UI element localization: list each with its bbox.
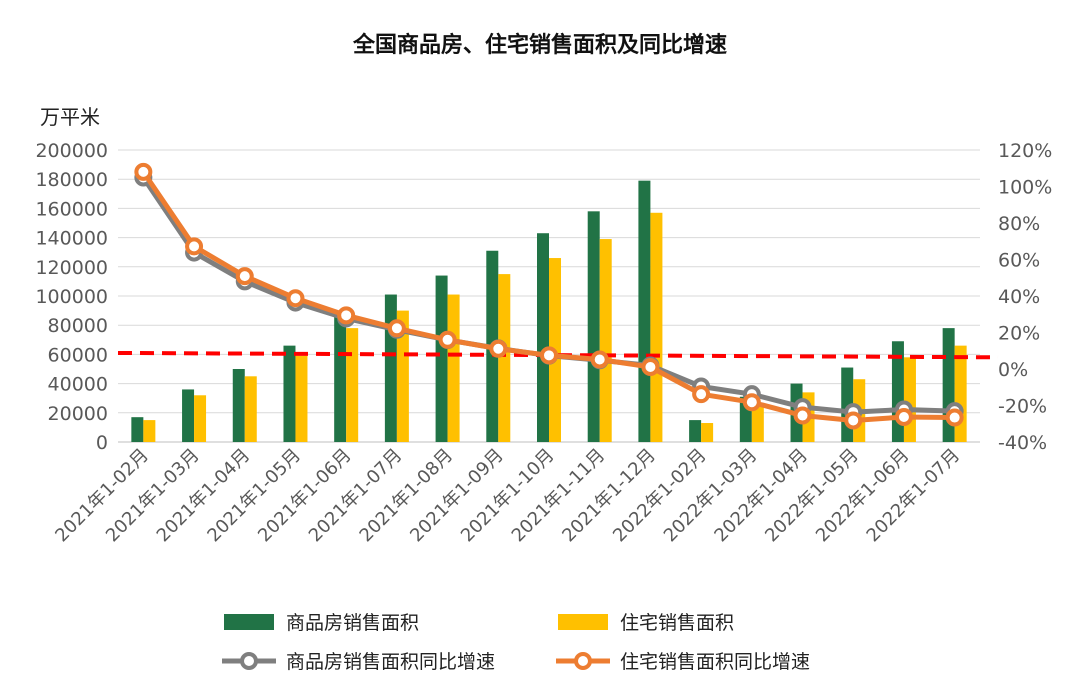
point-residential-growth (590, 350, 609, 369)
point-residential-growth (489, 339, 508, 358)
y-right-tick-label: 80% (998, 213, 1040, 235)
bar-residential (498, 274, 511, 442)
y-right-tick-label: -20% (998, 396, 1047, 418)
legend-label: 商品房销售面积同比增速 (286, 651, 495, 673)
y-right-tick-label: 60% (998, 250, 1040, 272)
y-left-tick-label: 140000 (35, 228, 108, 250)
y-left-tick-label: 160000 (35, 198, 108, 220)
bar-commercial-housing (638, 180, 651, 442)
bar-residential (903, 357, 916, 442)
y-left-tick-label: 40000 (48, 374, 108, 396)
bar-commercial-housing (334, 312, 347, 442)
point-residential-growth (844, 411, 863, 430)
bar-commercial-housing (537, 233, 549, 442)
point-residential-growth (793, 406, 812, 425)
bar-commercial-housing (182, 389, 195, 442)
y-axis-right: 120% 100% 80% 60% 40% 20% 0% -20% -40% (998, 140, 1052, 454)
bar-residential (650, 212, 663, 442)
y-left-tick-label: 100000 (35, 286, 108, 308)
bar-commercial-housing (689, 420, 702, 442)
y-right-tick-label: 0% (998, 359, 1028, 381)
y-left-tick-label: 180000 (35, 169, 108, 191)
bar-commercial-housing (283, 345, 296, 442)
bar-residential (346, 328, 359, 442)
point-residential-growth (894, 407, 913, 426)
legend-marker (574, 652, 592, 670)
y-left-tick-label: 0 (96, 432, 108, 454)
bar-residential (396, 310, 409, 442)
bar-residential (599, 239, 612, 442)
legend-label: 住宅销售面积 (620, 612, 734, 634)
bar-residential (143, 420, 156, 442)
bar-commercial-housing (131, 417, 144, 442)
y-right-tick-label: -40% (998, 432, 1047, 454)
point-residential-growth (387, 319, 406, 338)
legend-marker (240, 652, 258, 670)
point-residential-growth (438, 330, 457, 349)
point-residential-growth (641, 357, 660, 376)
bar-residential (701, 423, 714, 442)
legend-swatch (558, 614, 608, 630)
point-residential-growth (540, 346, 558, 365)
y-axis-left: 2000001800001600001400001200001000008000… (35, 140, 108, 454)
point-residential-growth (286, 289, 305, 308)
x-tick-label: 2022年1-07月 (863, 445, 965, 547)
y-right-tick-label: 20% (998, 323, 1040, 345)
legend-label: 商品房销售面积 (286, 612, 419, 634)
y-left-tick-label: 60000 (48, 344, 108, 366)
bar-commercial-housing (384, 294, 397, 442)
bars (131, 180, 967, 442)
point-residential-growth (185, 237, 204, 256)
y-left-tick-label: 200000 (35, 140, 108, 162)
point-residential-growth (945, 408, 964, 427)
lines (134, 162, 964, 430)
chart-title: 全国商品房、住宅销售面积及同比增速 (352, 32, 727, 58)
point-residential-growth (337, 306, 356, 325)
bar-commercial-housing (232, 369, 245, 442)
bar-commercial-housing (587, 211, 600, 442)
y-right-tick-label: 100% (998, 177, 1052, 199)
point-residential-growth (235, 267, 254, 286)
point-residential-growth (742, 393, 761, 412)
bar-residential (295, 355, 308, 442)
bar-commercial-housing (435, 275, 448, 442)
y-left-tick-label: 20000 (48, 403, 108, 425)
legend-swatch (224, 614, 274, 630)
point-residential-growth (692, 385, 711, 404)
y-left-unit-label: 万平米 (40, 105, 100, 129)
x-axis: 2021年1-02月2021年1-03月2021年1-04月2021年1-05月… (51, 445, 964, 547)
y-right-tick-label: 120% (998, 140, 1052, 162)
bar-residential (447, 294, 460, 442)
legend-label: 住宅销售面积同比增速 (620, 651, 810, 673)
y-left-tick-label: 120000 (35, 257, 108, 279)
bar-residential (751, 404, 764, 442)
y-right-tick-label: 40% (998, 286, 1040, 308)
y-left-tick-label: 80000 (48, 315, 108, 337)
bar-residential (244, 376, 257, 442)
bar-residential (954, 345, 967, 442)
bar-residential (194, 395, 207, 442)
point-residential-growth (134, 162, 153, 181)
